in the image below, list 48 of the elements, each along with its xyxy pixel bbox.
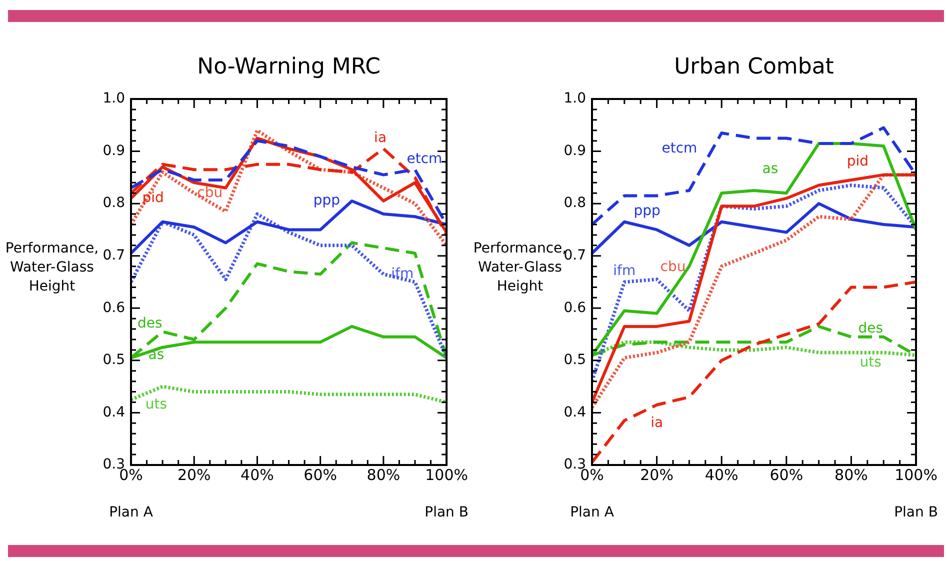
x-tick-label: 100%: [894, 466, 938, 484]
y-tick-label: 0.5: [564, 352, 586, 368]
y-tick-label: 0.6: [102, 300, 126, 316]
series-label: ia: [374, 130, 387, 146]
series-label: ifm: [391, 266, 414, 282]
y-tick-label: 0.5: [102, 352, 125, 368]
y-tick-label: 1.0: [102, 90, 125, 107]
x-tick-label: 80%: [834, 466, 868, 484]
y-tick-label: 0.9: [102, 142, 125, 159]
series-label: des: [138, 315, 162, 332]
chart-title: No-Warning MRC: [197, 54, 380, 80]
series-label: cbu: [197, 184, 223, 201]
series-label: uts: [145, 396, 168, 413]
series-label: uts: [860, 354, 882, 371]
text: Plan B: [424, 504, 468, 521]
y-tick-label: 0.4: [564, 404, 586, 420]
x-tick-label: 60%: [304, 466, 338, 484]
series-label: etcm: [662, 140, 698, 156]
series-label: ppp: [313, 192, 340, 209]
series-label: as: [762, 161, 778, 178]
y-tick-label: 0.8: [102, 195, 125, 212]
y-tick-label: 0.6: [564, 300, 586, 316]
series-label: ia: [650, 414, 664, 431]
x-tick-label: 80%: [366, 466, 400, 484]
x-tick-label: 20%: [640, 466, 674, 484]
x-tick-label: 40%: [240, 466, 274, 484]
series-label: etcm: [406, 150, 442, 167]
y-tick-label: 0.9: [564, 142, 586, 159]
y-tick-label: 1.0: [564, 90, 586, 107]
x-tick-label: 40%: [704, 466, 738, 484]
text: cbu: [660, 259, 686, 275]
text: Plan A: [109, 504, 154, 521]
text: Plan A: [570, 504, 614, 521]
series-label: des: [858, 320, 884, 337]
x-tick-label: 20%: [177, 466, 211, 484]
y-tick-label: 0.4: [102, 404, 126, 420]
y-tick-label: 0.7: [102, 248, 125, 264]
series-label: ppp: [634, 203, 661, 220]
x-tick-label: 100%: [425, 466, 468, 484]
y-tick-label: 0.7: [564, 248, 586, 264]
series-label: pid: [142, 190, 164, 206]
series-label: pid: [846, 153, 869, 170]
text: Plan B: [894, 504, 938, 521]
x-tick-label: 60%: [770, 466, 804, 484]
series-label: ifm: [613, 263, 636, 280]
chart-title: Urban Combat: [674, 54, 834, 80]
y-tick-label: 0.8: [564, 195, 586, 212]
y-axis-title: Performance, Water-Glass Height: [5, 240, 99, 295]
